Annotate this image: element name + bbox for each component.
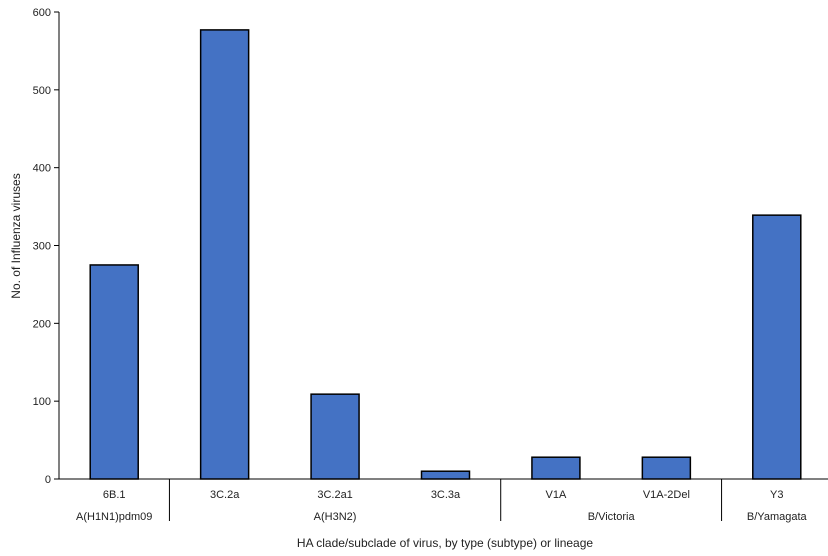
x-tick-label: 3C.3a — [431, 489, 461, 501]
bar-v1a-2del — [641, 456, 692, 480]
y-tick-label: 200 — [33, 318, 51, 330]
plot-area: 0 100 200 300 400 500 600 6B.1 3C.2a 3C.2a1 3C.3a V… — [33, 7, 828, 523]
y-tick-label: 500 — [33, 85, 51, 97]
group-label: B/Victoria — [588, 511, 636, 523]
x-tick-label: V1A — [546, 489, 567, 501]
bar-3c-2a1 — [310, 393, 360, 480]
bar-6b-1 — [89, 264, 139, 480]
x-tick-label: 3C.2a1 — [317, 489, 352, 501]
x-tick-label: 6B.1 — [103, 489, 126, 501]
x-tick-label: Y3 — [770, 489, 783, 501]
y-tick-label: 300 — [33, 241, 51, 253]
group-label: A(H1N1)pdm09 — [76, 511, 152, 523]
x-axis-title: HA clade/subclade of virus, by type (sub… — [297, 536, 593, 550]
y-tick-label: 600 — [33, 7, 51, 19]
bar-v1a — [531, 456, 581, 480]
group-label: A(H3N2) — [314, 511, 357, 523]
bar-y3 — [752, 214, 802, 480]
x-tick-label: 3C.2a — [210, 489, 240, 501]
y-axis-title: No. of Influenza viruses — [9, 173, 23, 298]
y-tick-label: 100 — [33, 396, 51, 408]
group-label: B/Yamagata — [747, 511, 808, 523]
bar-3c-2a — [199, 29, 250, 480]
y-tick-label: 400 — [33, 163, 51, 175]
y-tick-label: 0 — [45, 474, 51, 486]
bar-3c-3a — [420, 470, 471, 480]
x-tick-label: V1A-2Del — [643, 489, 690, 501]
